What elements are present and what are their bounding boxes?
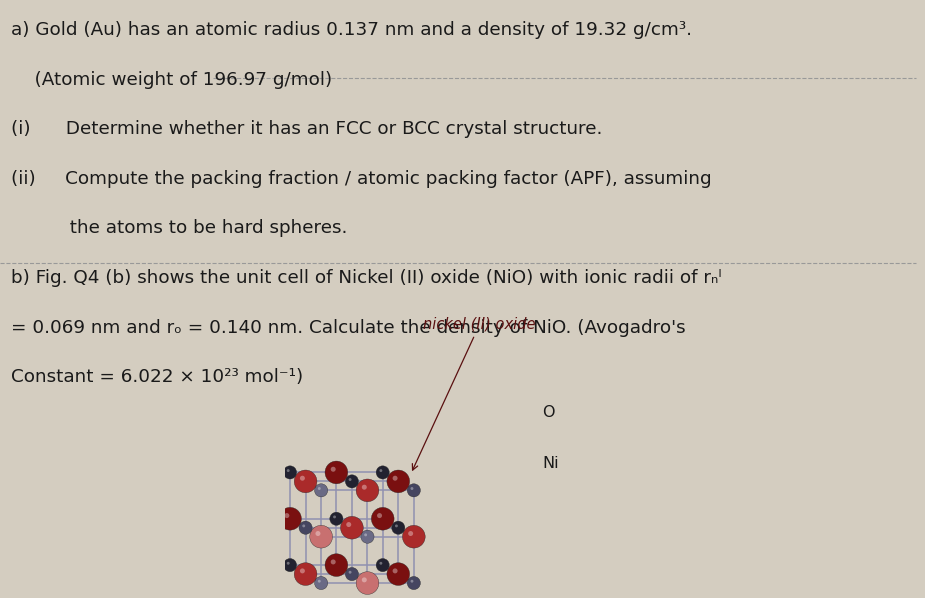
Circle shape <box>278 507 302 530</box>
Circle shape <box>300 476 305 481</box>
Circle shape <box>392 476 398 481</box>
Circle shape <box>284 513 290 518</box>
Circle shape <box>333 515 336 518</box>
Circle shape <box>294 563 317 585</box>
Circle shape <box>391 521 405 535</box>
Circle shape <box>356 572 379 594</box>
Circle shape <box>411 580 413 582</box>
Circle shape <box>395 524 398 527</box>
Text: = 0.069 nm and rₒ = 0.140 nm. Calculate the density of NiO. (Avogadro's: = 0.069 nm and rₒ = 0.140 nm. Calculate … <box>11 319 685 337</box>
Circle shape <box>371 507 394 530</box>
Circle shape <box>345 475 359 488</box>
Text: the atoms to be hard spheres.: the atoms to be hard spheres. <box>11 219 348 237</box>
Circle shape <box>356 479 379 502</box>
Circle shape <box>408 531 413 536</box>
Circle shape <box>407 576 420 590</box>
Circle shape <box>364 533 367 536</box>
Circle shape <box>314 576 327 590</box>
Circle shape <box>318 487 321 490</box>
Circle shape <box>287 469 290 472</box>
Text: nickel (II) oxide: nickel (II) oxide <box>413 317 536 470</box>
Circle shape <box>331 560 336 565</box>
Circle shape <box>379 469 382 472</box>
Circle shape <box>325 554 348 576</box>
Text: (ii)     Compute the packing fraction / atomic packing factor (APF), assuming: (ii) Compute the packing fraction / atom… <box>11 170 711 188</box>
Text: (i)      Determine whether it has an FCC or BCC crystal structure.: (i) Determine whether it has an FCC or B… <box>11 120 602 138</box>
Circle shape <box>330 512 343 526</box>
Text: O: O <box>542 405 555 420</box>
Circle shape <box>387 563 410 585</box>
Circle shape <box>315 531 320 536</box>
Circle shape <box>314 484 327 497</box>
Circle shape <box>379 562 382 565</box>
Text: (Atomic weight of 196.97 g/mol): (Atomic weight of 196.97 g/mol) <box>11 71 332 89</box>
Text: a) Gold (Au) has an atomic radius 0.137 nm and a density of 19.32 g/cm³.: a) Gold (Au) has an atomic radius 0.137 … <box>11 21 692 39</box>
Text: Constant = 6.022 × 10²³ mol⁻¹): Constant = 6.022 × 10²³ mol⁻¹) <box>11 368 303 386</box>
Circle shape <box>283 466 297 479</box>
Circle shape <box>294 470 317 493</box>
Circle shape <box>387 470 410 493</box>
Circle shape <box>411 487 413 490</box>
Circle shape <box>362 578 367 582</box>
Circle shape <box>310 526 332 548</box>
Circle shape <box>302 524 305 527</box>
Circle shape <box>407 484 420 497</box>
Circle shape <box>299 521 312 535</box>
Circle shape <box>340 517 364 539</box>
Circle shape <box>325 461 348 484</box>
Text: b) Fig. Q4 (b) shows the unit cell of Nickel (II) oxide (NiO) with ionic radii o: b) Fig. Q4 (b) shows the unit cell of Ni… <box>11 269 722 287</box>
Circle shape <box>300 568 305 573</box>
Circle shape <box>345 568 359 581</box>
Text: Ni: Ni <box>542 456 559 471</box>
Circle shape <box>349 570 352 573</box>
Circle shape <box>377 513 382 518</box>
Circle shape <box>392 568 398 573</box>
Circle shape <box>287 562 290 565</box>
Circle shape <box>349 478 352 481</box>
Circle shape <box>331 466 336 472</box>
Circle shape <box>283 559 297 572</box>
Circle shape <box>362 484 367 490</box>
Circle shape <box>361 530 374 543</box>
Circle shape <box>376 559 389 572</box>
Circle shape <box>376 466 389 479</box>
Circle shape <box>402 526 426 548</box>
Circle shape <box>318 580 321 582</box>
Circle shape <box>346 522 352 527</box>
